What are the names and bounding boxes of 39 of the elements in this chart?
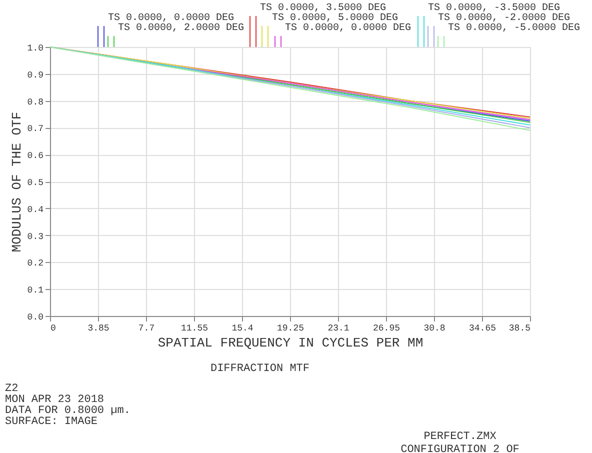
x-tick-label: 7.7 (138, 324, 155, 334)
text: DIFFRACTION MTF (210, 363, 310, 375)
x-tick-label: 26.95 (372, 324, 400, 334)
text: TS 0.0000, 3.5000 DEG (260, 3, 386, 14)
text: TS 0.0000, 0.0000 DEG (108, 13, 234, 24)
x-tick-label: 0 (50, 324, 56, 334)
x-tick-label: 34.65 (468, 324, 496, 334)
text: TS 0.0000, -2.0000 DEG (438, 13, 570, 24)
text: DATA FOR 0.8000 µm. (5, 405, 130, 417)
text: SURFACE: IMAGE (5, 416, 98, 428)
text: PERFECT.ZMX (424, 431, 497, 443)
text: CONFIGURATION 2 OF (400, 444, 520, 453)
text: TS 0.0000, -5.0000 DEG (448, 23, 580, 34)
text: MON APR 23 2018 (5, 394, 104, 406)
x-tick-label: 3.85 (88, 324, 110, 334)
text: TS 0.0000, 5.0000 DEG (272, 13, 398, 24)
text: TS 0.0000, -3.5000 DEG (428, 3, 560, 14)
text: Z2 (5, 383, 18, 395)
text: TS 0.0000, 0.0000 DEG (285, 23, 412, 34)
y-tick-label: 0.1 (27, 286, 44, 296)
y-tick-label: 0.3 (27, 232, 44, 242)
y-tick-label: 0.5 (27, 178, 44, 188)
x-axis-title: SPATIAL FREQUENCY IN CYCLES PER MM (158, 336, 424, 350)
x-tick-label: 19.25 (276, 324, 304, 334)
x-tick-label: 30.8 (424, 324, 446, 334)
y-tick-label: 0.9 (27, 70, 44, 80)
x-tick-label: 15.4 (232, 324, 254, 334)
y-tick-label: 0.8 (27, 97, 44, 108)
y-tick-label: 0.7 (27, 124, 44, 134)
y-tick-label: 0.0 (27, 312, 44, 322)
y-axis-title: MODULUS OF THE OTF (9, 112, 24, 252)
y-tick-label: 0.4 (27, 204, 44, 215)
text: TS 0.0000, 2.0000 DEG (118, 23, 244, 34)
y-tick-label: 0.6 (27, 151, 44, 162)
x-tick-label: 11.55 (180, 324, 208, 334)
y-tick-label: 0.2 (27, 258, 44, 269)
x-tick-label: 23.1 (328, 324, 350, 334)
x-tick-label: 38.5 (508, 324, 530, 334)
y-tick-label: 1.0 (27, 44, 44, 54)
